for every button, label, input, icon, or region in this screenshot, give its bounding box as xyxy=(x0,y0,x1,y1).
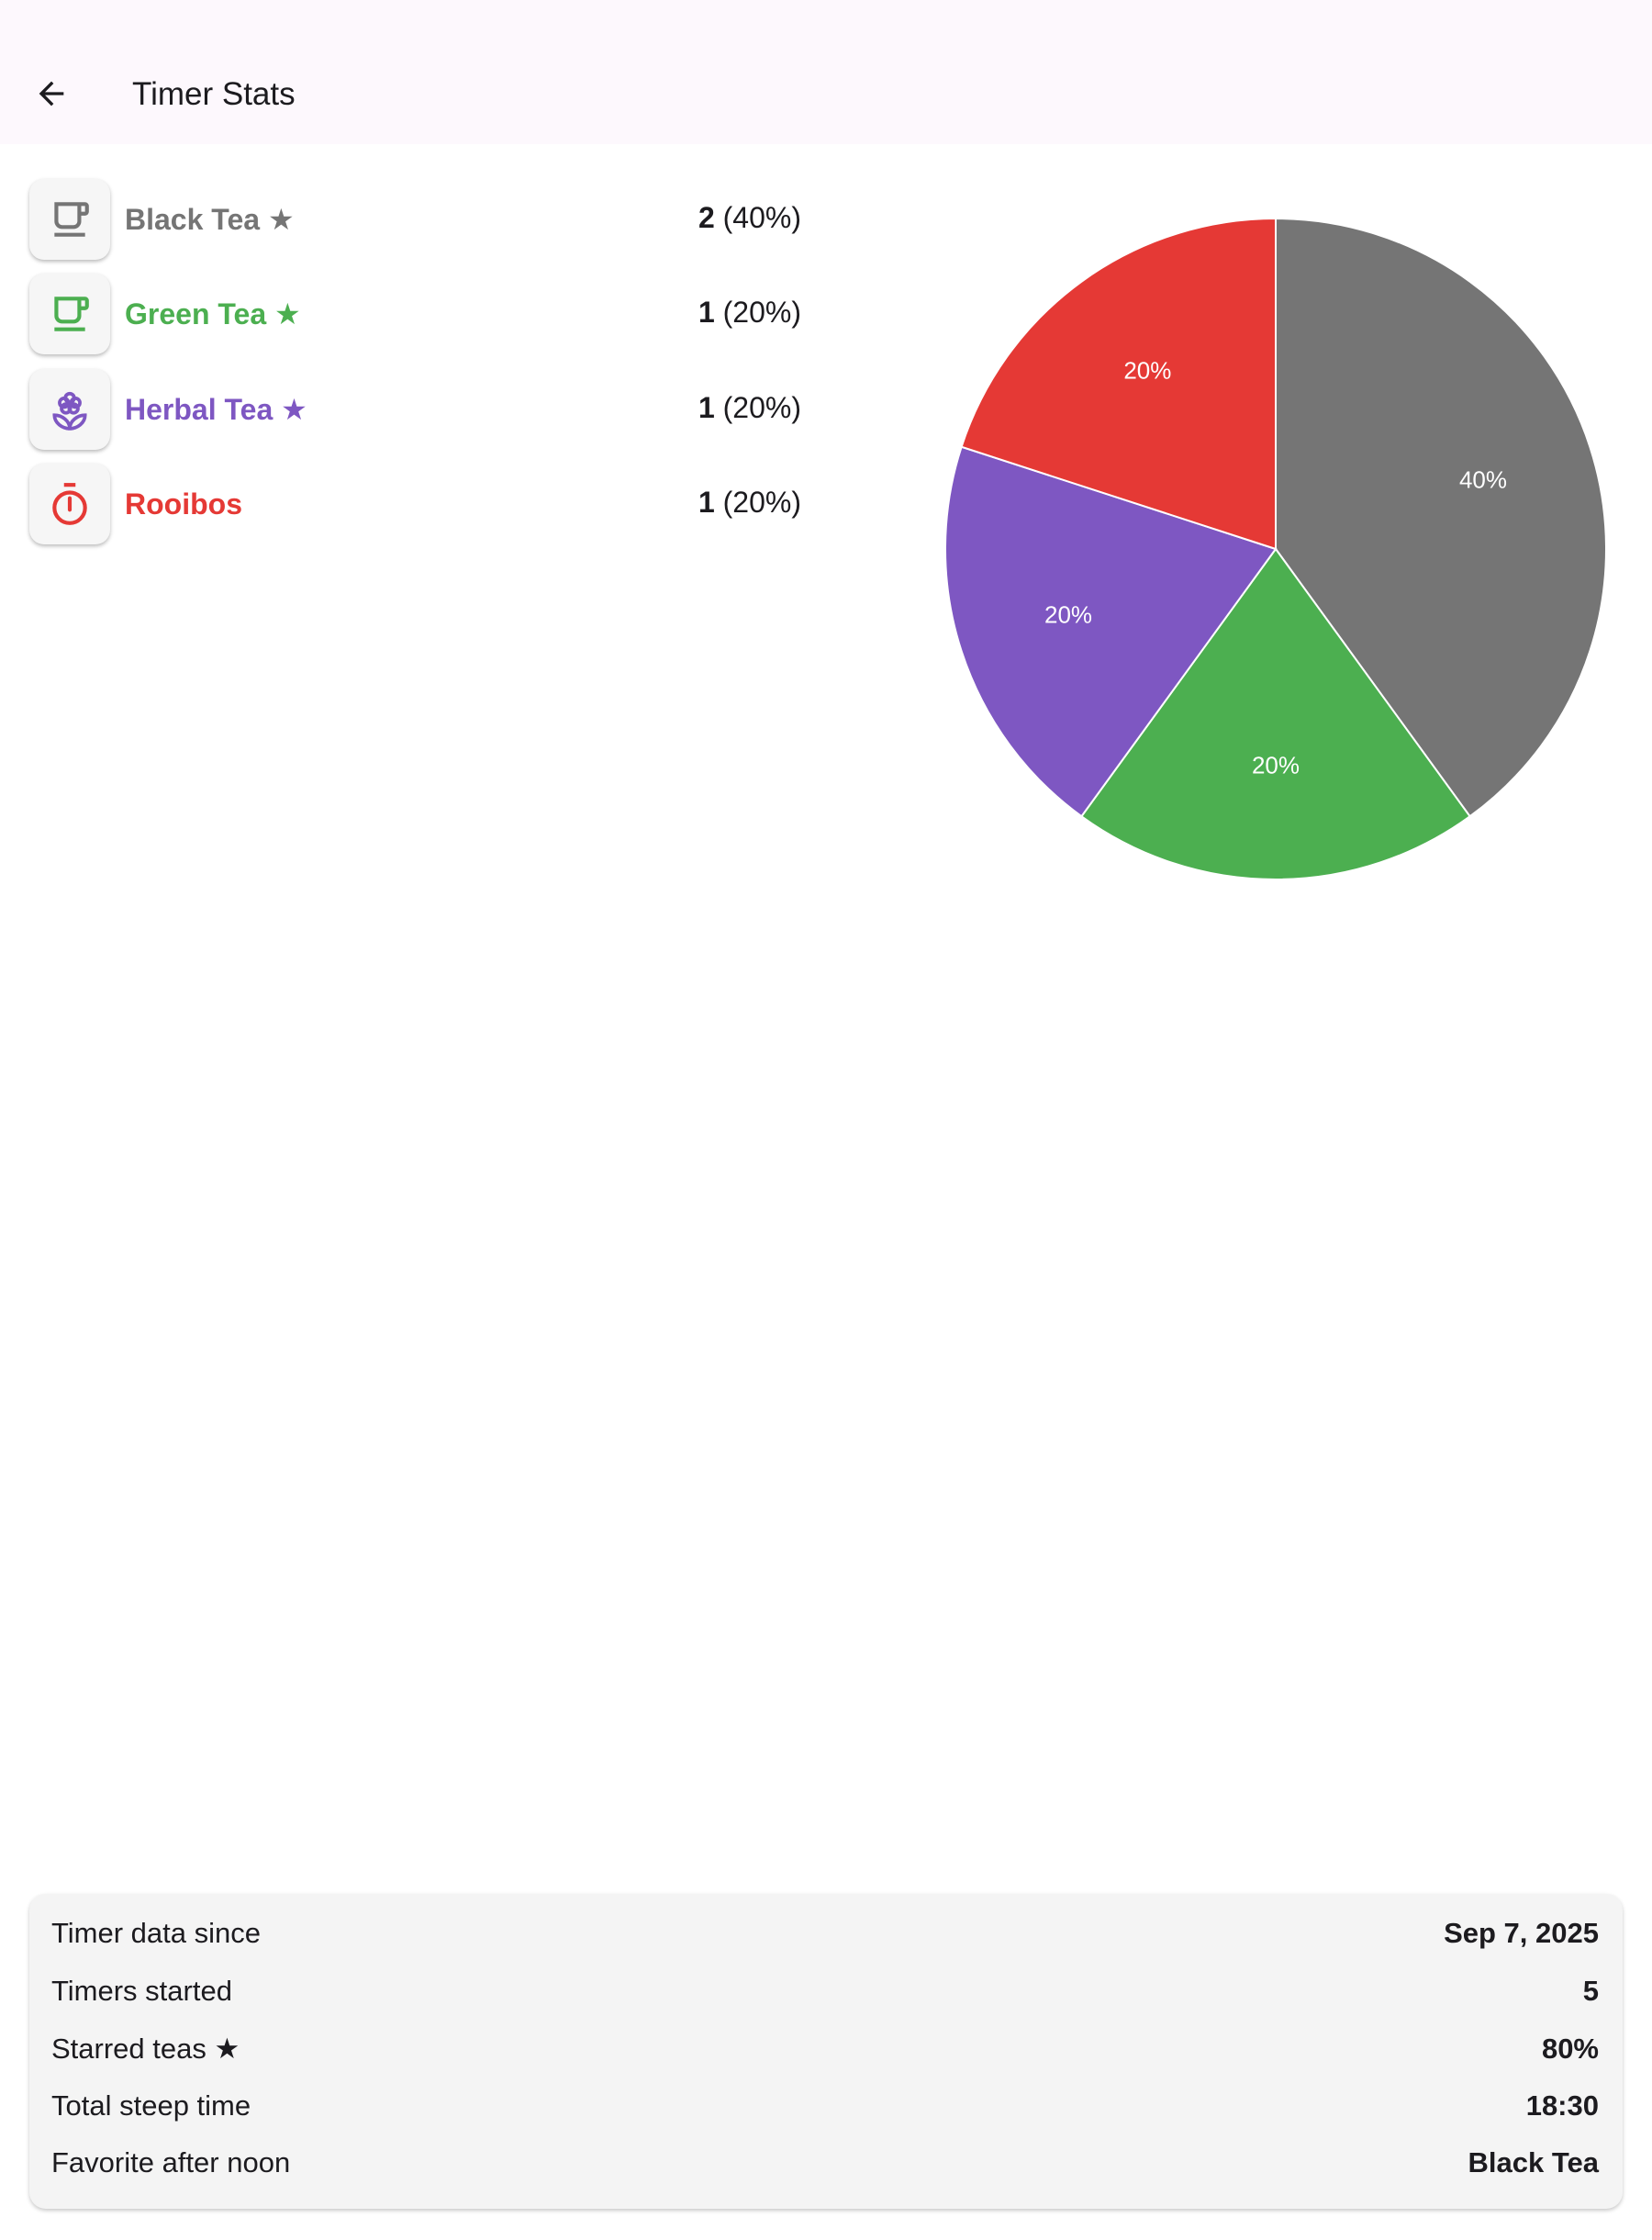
pie-slice-label: 20% xyxy=(1252,751,1300,778)
tea-count-percent: (20%) xyxy=(722,391,801,424)
summary-value: 18:30 xyxy=(1525,2089,1599,2122)
tea-icon-button[interactable] xyxy=(29,369,110,450)
tea-row-black-tea[interactable]: Black Tea ★ 2 (40%) xyxy=(0,177,826,260)
tea-row-rooibos[interactable]: Rooibos 1 (20%) xyxy=(0,462,826,544)
summary-row-total-steep-time: Total steep time 18:30 xyxy=(51,2086,1599,2126)
summary-row-starred-teas: Starred teas ★ 80% xyxy=(51,2029,1599,2069)
summary-row-timers-started: Timers started 5 xyxy=(51,1971,1599,2011)
summary-value: 5 xyxy=(1582,1975,1599,2007)
arrow-left-icon xyxy=(39,81,64,106)
app-bar: Timer Stats xyxy=(0,0,1652,144)
summary-label: Total steep time xyxy=(51,2089,251,2122)
pie-slice-herbal-tea xyxy=(944,445,1278,818)
tea-count-number: 2 xyxy=(698,201,715,234)
summary-label: Favorite after noon xyxy=(51,2146,291,2178)
pie-slice-black-tea xyxy=(1275,217,1607,818)
tea-icon-button[interactable] xyxy=(29,464,110,544)
back-button[interactable] xyxy=(20,62,83,125)
tea-row-green-tea[interactable]: Green Tea ★ 1 (20%) xyxy=(0,272,826,354)
flower-icon xyxy=(52,391,87,431)
tea-count-percent: (20%) xyxy=(722,486,801,519)
pie-slice-label: 20% xyxy=(1123,357,1171,385)
coffee-cup-icon xyxy=(54,202,89,237)
pie-slice-label: 40% xyxy=(1459,465,1507,493)
tea-name: Green Tea ★ xyxy=(125,297,301,330)
summary-label: Timers started xyxy=(51,1975,232,2007)
tea-name: Rooibos xyxy=(125,487,242,521)
tea-count-number: 1 xyxy=(698,391,715,424)
tea-name: Herbal Tea ★ xyxy=(125,393,307,426)
summary-card: Timer data since Sep 7, 2025 Timers star… xyxy=(29,1894,1623,2209)
tea-count-percent: (20%) xyxy=(722,296,801,329)
pie-slice-label: 20% xyxy=(1044,600,1092,628)
tea-count-number: 1 xyxy=(698,296,715,329)
tea-count-percent: (40%) xyxy=(722,201,801,234)
summary-row-favorite-after-noon: Favorite after noon Black Tea xyxy=(51,2143,1599,2183)
timer-icon xyxy=(52,483,87,525)
coffee-cup-icon xyxy=(54,297,89,331)
tea-icon-button[interactable] xyxy=(29,274,110,354)
summary-value: 80% xyxy=(1541,2033,1599,2065)
summary-label: Starred teas ★ xyxy=(51,2033,240,2065)
tea-count-number: 1 xyxy=(698,486,715,519)
tea-count: 1 (20%) xyxy=(698,484,801,521)
tea-count: 1 (20%) xyxy=(698,389,801,426)
tea-icon-button[interactable] xyxy=(29,179,110,260)
pie-slice-green-tea xyxy=(1079,547,1472,880)
tea-row-herbal-tea[interactable]: Herbal Tea ★ 1 (20%) xyxy=(0,367,826,450)
page-title: Timer Stats xyxy=(132,76,296,112)
tea-count: 1 (20%) xyxy=(698,294,801,330)
pie-chart: 40% 20% 20% 20% xyxy=(944,217,1607,880)
tea-name: Black Tea ★ xyxy=(125,203,295,236)
summary-value: Sep 7, 2025 xyxy=(1444,1917,1599,1949)
pie-slice-rooibos xyxy=(960,217,1277,551)
summary-row-timer-data-since: Timer data since Sep 7, 2025 xyxy=(51,1913,1599,1954)
summary-value: Black Tea xyxy=(1468,2146,1599,2178)
tea-count: 2 (40%) xyxy=(698,199,801,236)
summary-label: Timer data since xyxy=(51,1917,261,1949)
